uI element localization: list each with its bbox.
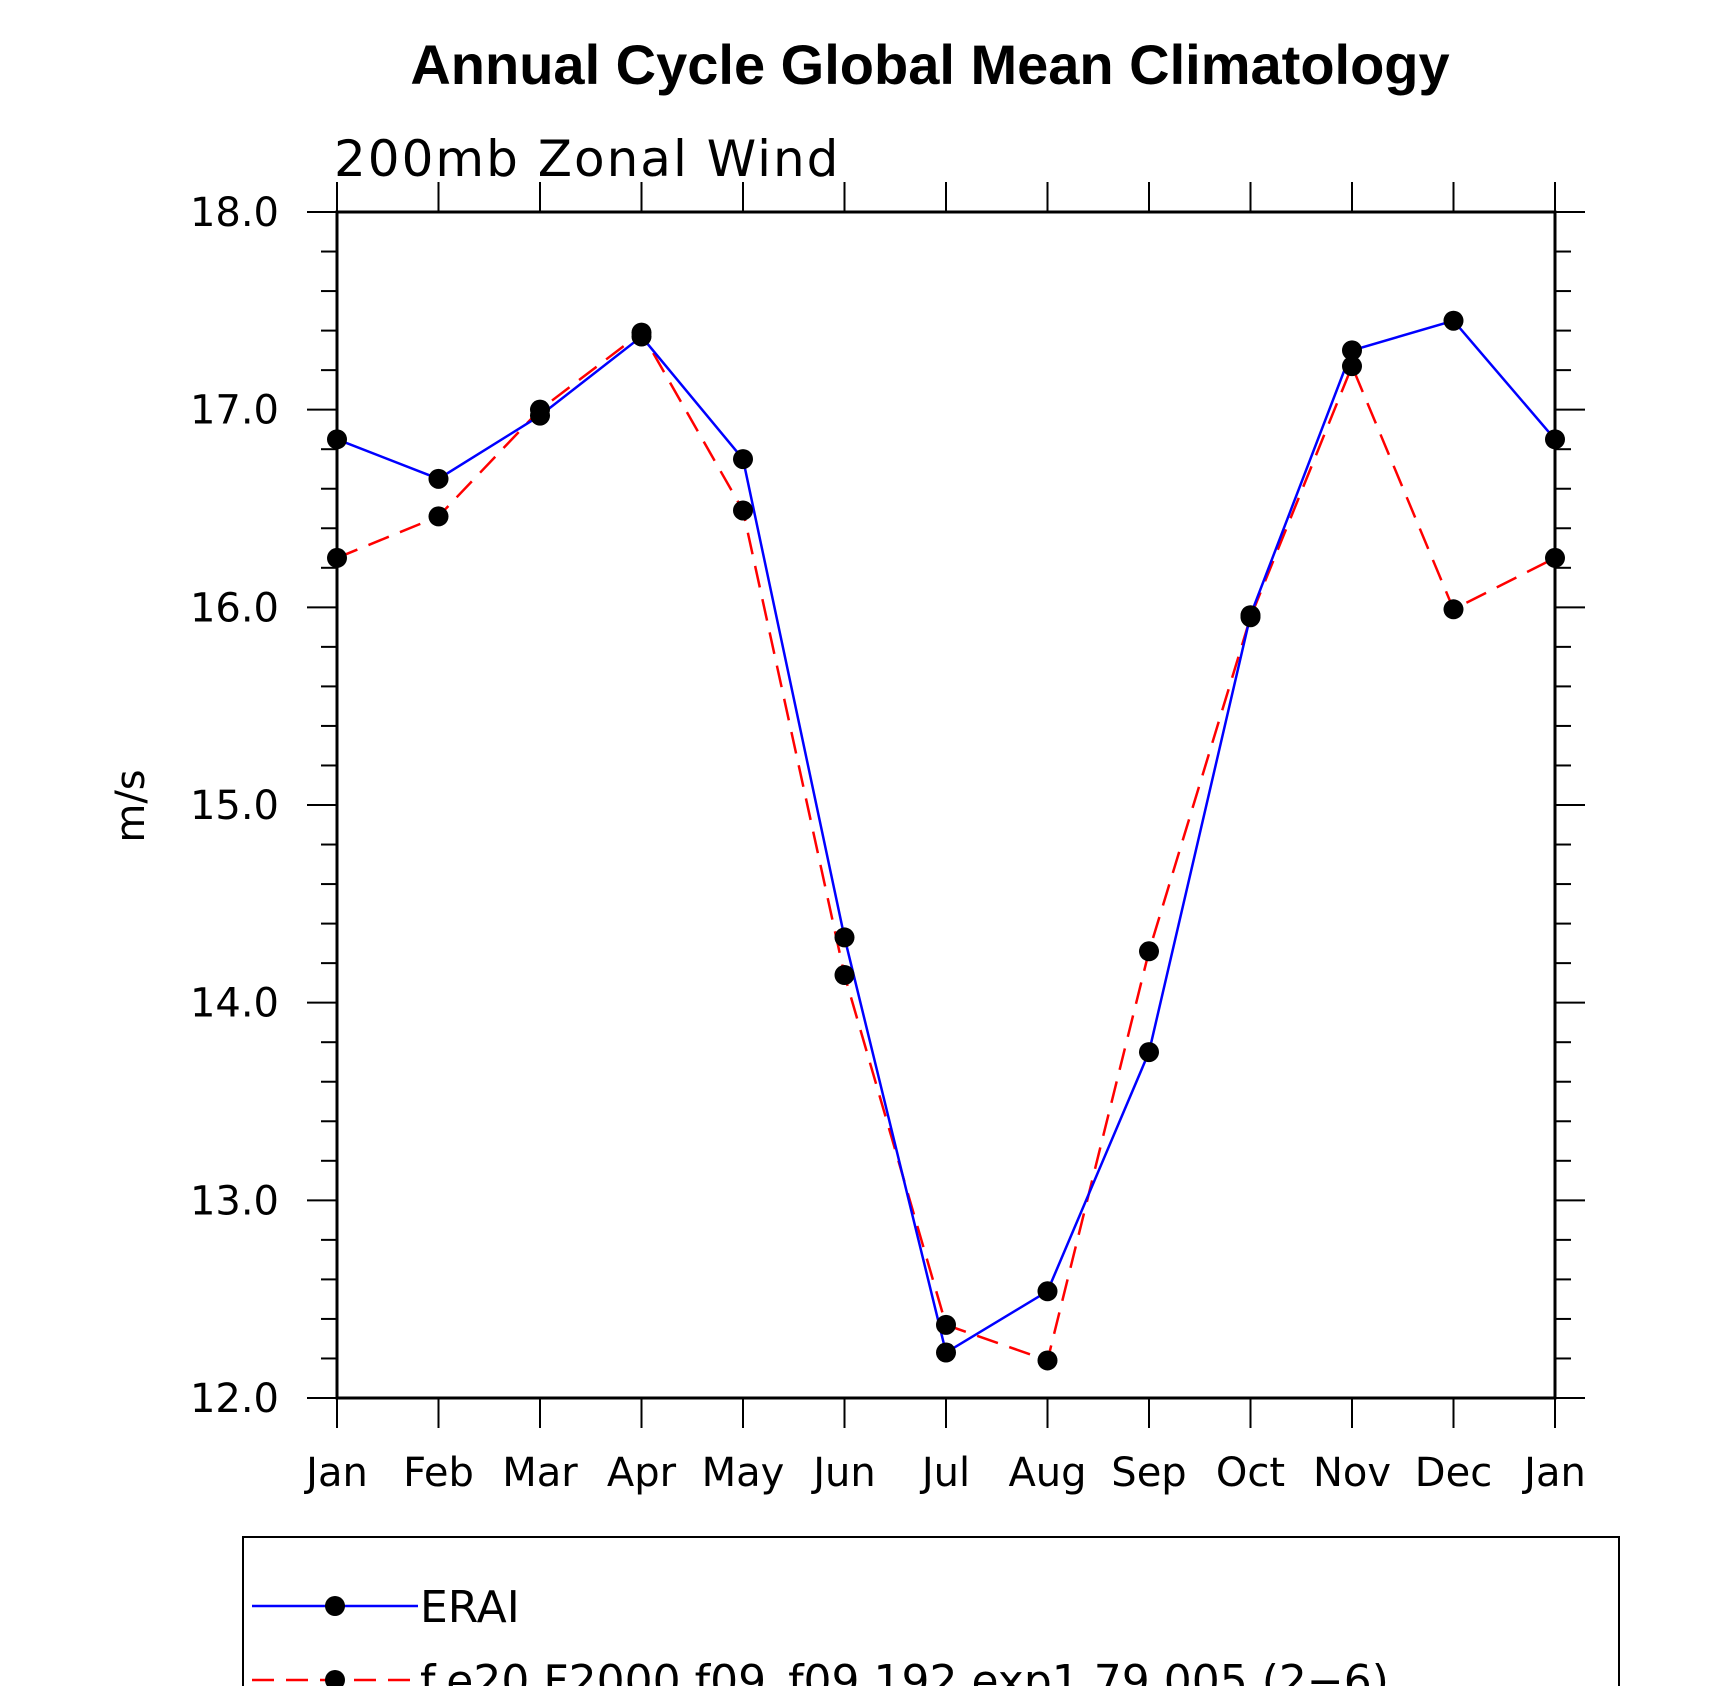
legend-label-model: f.e20.F2000.f09_f09.192.exp1.79.005 (2−6… (420, 1656, 1389, 1686)
series-line-erai (336, 319, 1556, 1355)
x-tick-label: Jan (1521, 1450, 1586, 1496)
legend-marker-erai (325, 1596, 345, 1616)
data-point-erai (733, 449, 753, 470)
x-tick-label: May (702, 1450, 785, 1496)
x-axis: Jan Feb Mar Apr May Jun Jul Aug Sep Oct Nov Dec Jan (303, 182, 1586, 1496)
series-layer (327, 310, 1565, 1371)
x-tick-label: Oct (1216, 1450, 1285, 1496)
data-point-model (1037, 1350, 1058, 1371)
x-tick-label: Dec (1415, 1450, 1492, 1496)
legend: ERAI f.e20.F2000.f09_f09.192.exp1.79.005 … (242, 1536, 1620, 1686)
x-tick-label: Sep (1111, 1450, 1186, 1496)
data-point-model (327, 547, 347, 568)
plot-frame (335, 210, 1557, 1400)
y-tick-label: 17.0 (190, 388, 279, 434)
y-axis-label: m/s (108, 769, 154, 842)
x-tick-label: Mar (502, 1450, 578, 1496)
series-line-model (336, 330, 1556, 1363)
x-tick-label: Jan (303, 1450, 368, 1496)
y-tick-label: 16.0 (190, 585, 279, 631)
data-point-model (936, 1314, 956, 1335)
x-tick-label: Apr (607, 1450, 677, 1496)
data-point-erai (1545, 429, 1565, 450)
data-point-erai (631, 326, 652, 347)
data-point-model (834, 964, 855, 985)
y-tick-label: 14.0 (190, 981, 279, 1027)
x-tick-label: Jul (919, 1450, 970, 1496)
x-tick-label: Nov (1313, 1450, 1391, 1496)
data-point-model (428, 506, 449, 527)
plot-border (335, 210, 1557, 1400)
data-point-erai (1139, 1042, 1159, 1063)
y-tick-label: 13.0 (190, 1178, 279, 1224)
y-tick-label: 15.0 (190, 783, 279, 829)
data-point-erai (1342, 340, 1362, 361)
y-tick-label: 18.0 (190, 190, 279, 236)
data-point-erai (936, 1342, 956, 1363)
data-point-erai (327, 429, 347, 450)
data-point-erai (530, 405, 550, 426)
y-tick-label: 12.0 (190, 1376, 279, 1422)
x-tick-label: Jun (810, 1450, 876, 1496)
legend-marker-model (325, 1670, 345, 1686)
data-point-model (1443, 599, 1464, 620)
data-point-model (1545, 547, 1565, 568)
data-point-model (1139, 941, 1159, 962)
x-tick-label: Feb (403, 1450, 474, 1496)
legend-box (242, 1536, 1620, 1686)
chart-title: Annual Cycle Global Mean Climatology (410, 33, 1449, 96)
data-point-model (1342, 356, 1362, 377)
legend-label-erai: ERAI (420, 1582, 520, 1633)
data-point-erai (834, 927, 855, 948)
chart-subtitle: 200mb Zonal Wind (334, 130, 840, 188)
data-point-erai (428, 468, 449, 489)
data-point-erai (1240, 605, 1261, 626)
x-tick-label: Aug (1008, 1450, 1086, 1496)
data-point-erai (1037, 1281, 1058, 1302)
y-axis: 12.0 13.0 14.0 15.0 16.0 17.0 18.0 (190, 190, 1585, 1422)
data-point-model (733, 500, 753, 521)
data-point-erai (1443, 310, 1464, 331)
